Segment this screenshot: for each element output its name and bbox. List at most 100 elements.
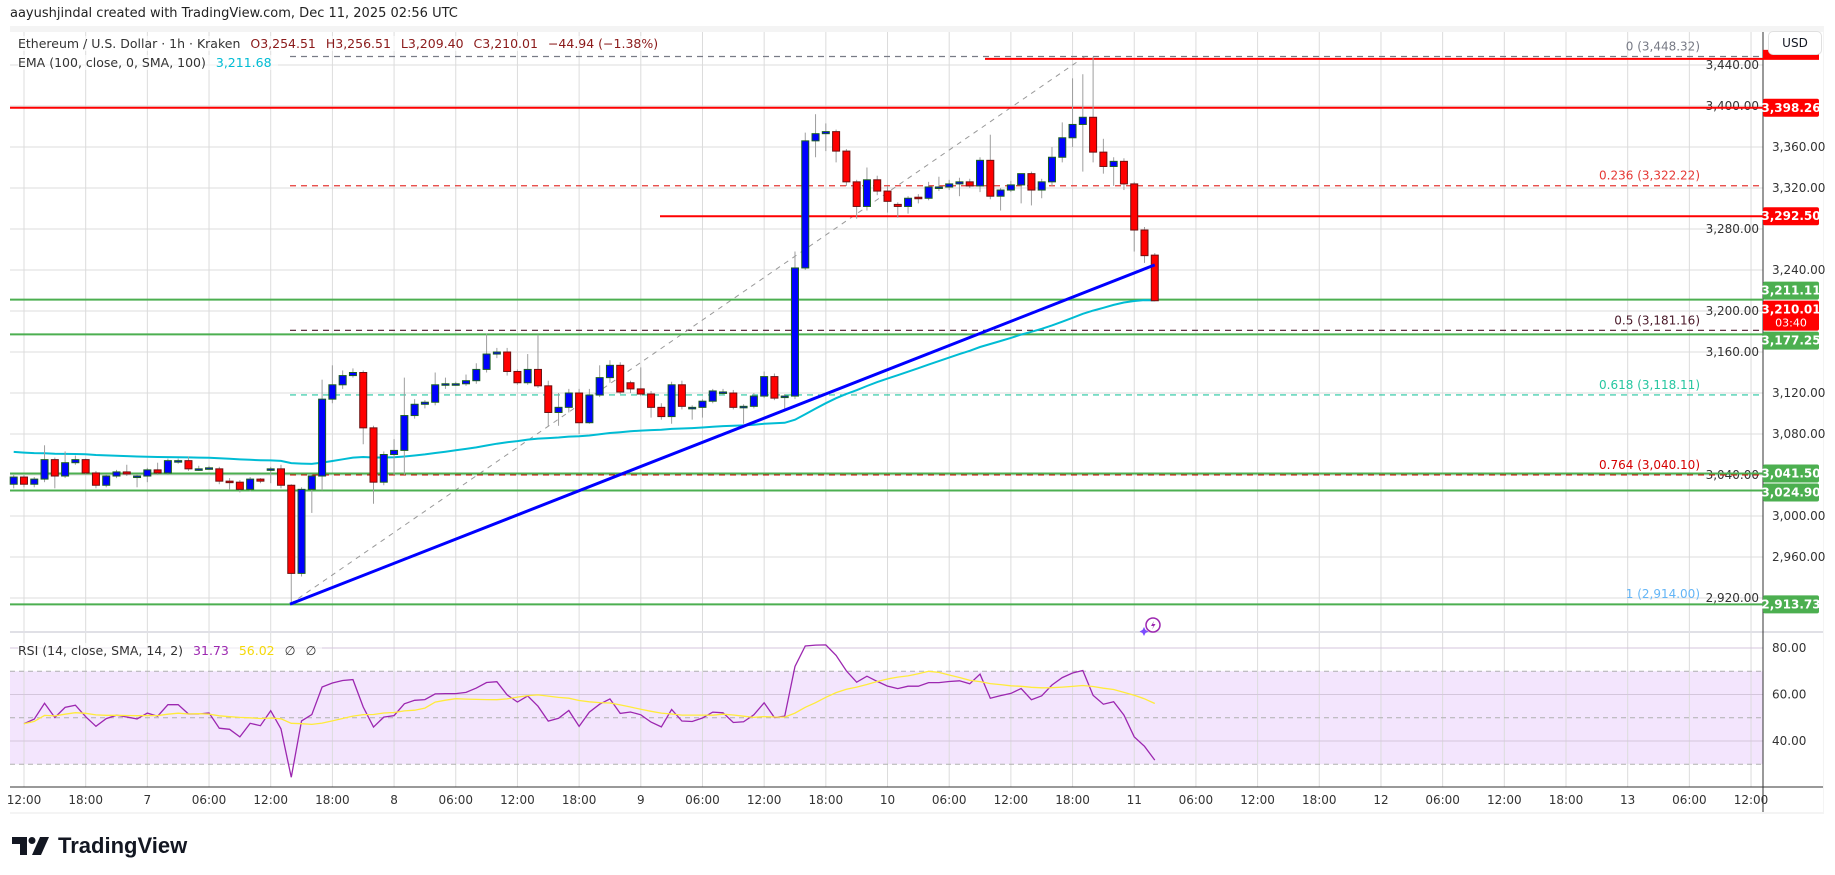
tradingview-logo[interactable]: TradingView xyxy=(12,833,187,859)
time-axis xyxy=(10,787,1763,812)
candle-body xyxy=(1150,254,1159,302)
candle xyxy=(163,458,172,475)
candle xyxy=(1037,178,1046,199)
candle-body xyxy=(420,401,429,405)
candle-body xyxy=(945,183,954,188)
candle xyxy=(904,196,913,214)
candle-body xyxy=(801,140,810,269)
candle xyxy=(297,487,306,577)
symbol-title[interactable]: Ethereum / U.S. Dollar · 1h · Kraken xyxy=(18,36,241,51)
candle xyxy=(760,371,769,399)
time-tick-label: 8 xyxy=(390,793,398,807)
candle-body xyxy=(472,368,481,382)
time-tick-label: 18:00 xyxy=(809,793,844,807)
candle-body xyxy=(677,384,686,407)
fib-label: 0.618 (3,118.11) xyxy=(1599,378,1700,392)
ohlc-high: H3,256.51 xyxy=(325,36,391,51)
time-tick-label: 06:00 xyxy=(932,793,967,807)
candle-body xyxy=(554,406,563,413)
price-level-tag xyxy=(1763,207,1819,226)
candle xyxy=(215,466,224,485)
price-level-tag-label: 2,913.73 xyxy=(1761,597,1820,611)
candle-body xyxy=(451,383,460,386)
candle-body xyxy=(359,372,368,429)
price-level-tag xyxy=(1763,464,1819,483)
candle xyxy=(205,465,214,470)
price-level-tag-label: 3,177.25 xyxy=(1761,334,1820,348)
price-tick-label: 3,360.00 xyxy=(1772,140,1825,154)
candle xyxy=(492,347,501,359)
candle-body xyxy=(934,186,943,189)
rsi-value: 31.73 xyxy=(193,643,229,658)
fib-diagonal xyxy=(289,56,1086,605)
candle xyxy=(544,380,553,426)
candle-body xyxy=(883,190,892,202)
candle xyxy=(133,473,142,488)
candle-body xyxy=(184,460,193,470)
last-price-label: 3,210.01 xyxy=(1761,303,1820,317)
candle xyxy=(585,388,594,424)
candle-body xyxy=(523,368,532,384)
candle-body xyxy=(852,181,861,207)
candle-body xyxy=(122,471,131,475)
candle-body xyxy=(246,478,255,490)
candle-body xyxy=(626,382,635,390)
candle-body xyxy=(163,460,172,474)
price-level-tag xyxy=(1763,595,1819,614)
candle-body xyxy=(338,375,347,386)
currency-button[interactable]: USD xyxy=(1768,31,1822,55)
candle xyxy=(965,178,974,188)
candle xyxy=(225,478,234,490)
candle-body xyxy=(595,377,604,396)
symbol-legend: Ethereum / U.S. Dollar · 1h · Kraken O3,… xyxy=(18,36,665,51)
candle-body xyxy=(1027,173,1036,191)
candle xyxy=(256,478,265,484)
candle-body xyxy=(318,398,327,477)
candle xyxy=(81,458,90,475)
candle xyxy=(472,363,481,384)
price-level-tag xyxy=(1763,483,1819,502)
ema-line xyxy=(13,299,1155,465)
candle-body xyxy=(400,415,409,451)
candle-body xyxy=(441,383,450,386)
time-tick-label: 06:00 xyxy=(1425,793,1460,807)
candle-body xyxy=(112,471,121,477)
candle xyxy=(390,439,399,475)
candle xyxy=(893,202,902,218)
rsi-legend[interactable]: RSI (14, close, SMA, 14, 2) 31.73 56.02 … xyxy=(18,643,323,658)
candle xyxy=(533,334,542,388)
candle xyxy=(986,134,995,200)
candle-body xyxy=(369,427,378,483)
candle xyxy=(379,451,388,486)
candle-body xyxy=(102,475,111,486)
candle-body xyxy=(1058,137,1067,158)
brand-name: TradingView xyxy=(58,833,188,858)
ema-legend[interactable]: EMA (100, close, 0, SMA, 100) 3,211.68 xyxy=(18,55,278,70)
candle-body xyxy=(328,384,337,400)
price-level-tag xyxy=(1763,331,1819,350)
candle-body xyxy=(1006,184,1015,191)
candle-body xyxy=(729,392,738,408)
candle xyxy=(50,457,59,489)
time-tick-label: 18:00 xyxy=(68,793,103,807)
candle-body xyxy=(749,395,758,407)
price-tick-label: 3,400.00 xyxy=(1706,99,1759,113)
candle-body xyxy=(513,370,522,384)
price-tick-label: 3,120.00 xyxy=(1772,386,1825,400)
candle xyxy=(719,388,728,396)
price-tick-label: 3,320.00 xyxy=(1772,181,1825,195)
tradingview-logo-icon xyxy=(12,837,49,855)
price-tick-label: 3,240.00 xyxy=(1772,263,1825,277)
candle xyxy=(1058,122,1067,163)
time-tick-label: 7 xyxy=(144,793,152,807)
candle xyxy=(554,393,563,426)
candle-body xyxy=(492,351,501,355)
countdown-label: 03:40 xyxy=(1775,317,1807,330)
candle xyxy=(276,464,285,489)
rsi-tick-label: 60.00 xyxy=(1772,688,1806,702)
candle xyxy=(708,388,717,404)
candle-body xyxy=(657,406,666,418)
candle-body xyxy=(667,384,676,418)
last-price-tag xyxy=(1763,300,1819,331)
